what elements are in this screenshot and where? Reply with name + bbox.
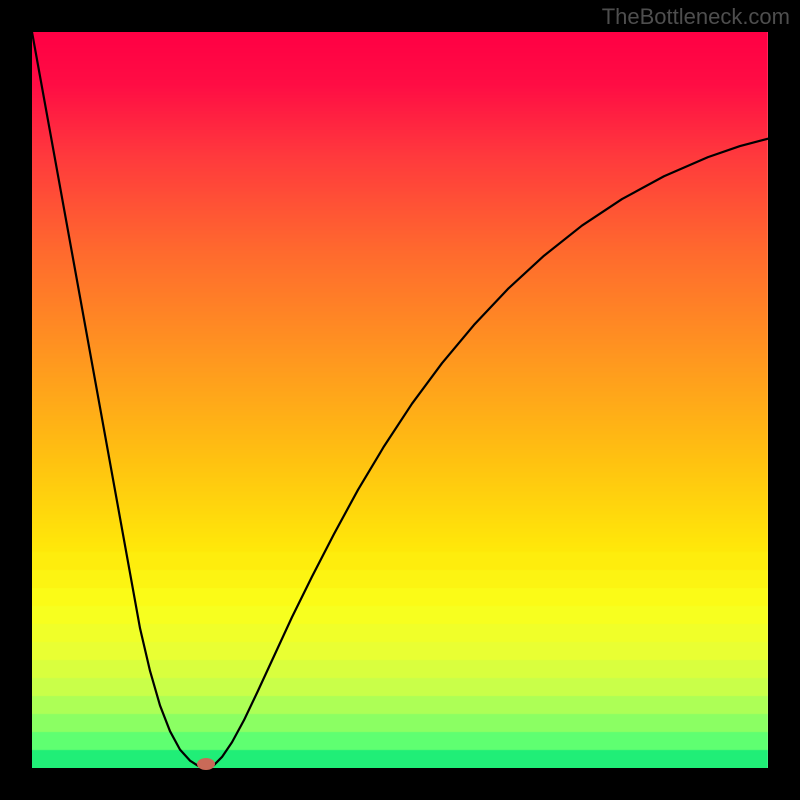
watermark-text: TheBottleneck.com [602,4,790,30]
bottleneck-curve [0,0,800,800]
